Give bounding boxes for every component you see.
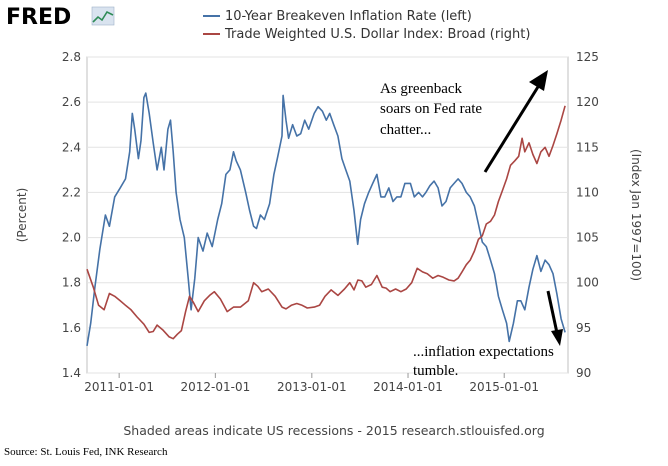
- x-tick-label: 2013-01-01: [277, 380, 347, 394]
- left-tick-label: 1.4: [62, 366, 81, 380]
- right-tick-label: 115: [576, 140, 599, 154]
- right-tick-label: 100: [576, 276, 599, 290]
- x-tick-label: 2014-01-01: [373, 380, 443, 394]
- plot-area: [86, 56, 569, 374]
- right-tick-label: 110: [576, 185, 599, 199]
- left-tick-label: 2.4: [62, 140, 81, 154]
- fred-logo-text: FRED: [6, 5, 71, 30]
- series-line-dollar: [86, 105, 566, 340]
- right-axis-label: (Index Jan 1997=100): [629, 149, 643, 281]
- annotation-greenback-line-2: soars on Fed rate: [380, 101, 482, 117]
- arrow-up: [483, 70, 548, 173]
- series-lines: [86, 92, 566, 347]
- left-tick-label: 2.0: [62, 231, 81, 245]
- recession-note: Shaded areas indicate US recessions - 20…: [123, 423, 544, 438]
- legend: 10-Year Breakeven Inflation Rate (left) …: [203, 9, 530, 42]
- x-tick-label: 2011-01-01: [84, 380, 154, 394]
- annotation-inflation-line-2: tumble.: [413, 363, 458, 379]
- right-tick-label: 90: [576, 366, 591, 380]
- left-tick-label: 2.8: [62, 50, 81, 64]
- left-tick-label: 1.6: [62, 321, 81, 335]
- left-tick-label: 1.8: [62, 276, 81, 290]
- annotation-inflation: ...inflation expectations tumble.: [413, 344, 554, 379]
- x-tick-label: 2012-01-01: [180, 380, 250, 394]
- right-tick-label: 120: [576, 95, 599, 109]
- left-axis-ticks: 1.4 1.6 1.8 2.0 2.2 2.4 2.6 2.8: [62, 50, 81, 380]
- x-tick-label: 2015-01-01: [469, 380, 539, 394]
- legend-label-dollar: Trade Weighted U.S. Dollar Index: Broad …: [224, 27, 530, 42]
- annotation-inflation-line-1: ...inflation expectations: [413, 344, 554, 360]
- left-axis-label: (Percent): [15, 188, 29, 243]
- fred-logo[interactable]: FRED: [6, 5, 115, 30]
- right-tick-label: 95: [576, 321, 591, 335]
- left-tick-label: 2.2: [62, 185, 81, 199]
- series-line-inflation: [86, 92, 566, 347]
- left-tick-label: 2.6: [62, 95, 81, 109]
- arrow-down: [546, 290, 563, 346]
- gridlines: [87, 56, 568, 374]
- right-tick-label: 125: [576, 50, 599, 64]
- fred-chart-icon: [91, 6, 115, 26]
- legend-label-inflation: 10-Year Breakeven Inflation Rate (left): [225, 9, 472, 24]
- right-axis-ticks: 90 95 100 105 110 115 120 125: [576, 50, 599, 380]
- x-axis-ticks: 2011-01-01 2012-01-01 2013-01-01 2014-01-01…: [84, 373, 539, 394]
- right-tick-label: 105: [576, 231, 599, 245]
- source-credit: Source: St. Louis Fed, INK Research: [4, 446, 168, 458]
- annotation-greenback-line-1: As greenback: [380, 81, 463, 97]
- annotation-greenback-line-3: chatter...: [380, 122, 431, 138]
- annotation-greenback: As greenback soars on Fed rate chatter..…: [380, 81, 482, 138]
